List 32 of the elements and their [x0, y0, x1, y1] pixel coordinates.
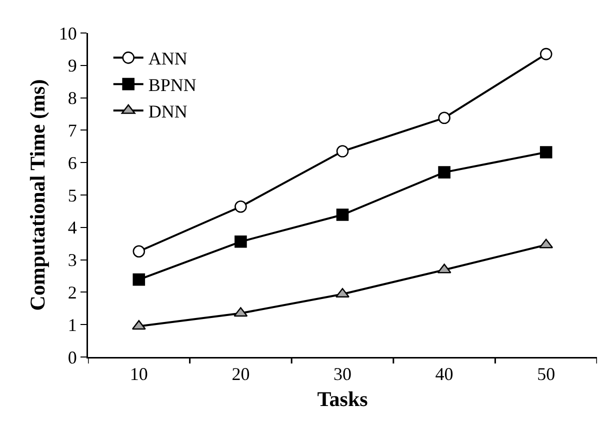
point [234, 236, 247, 248]
y-tick-label: 0 [68, 347, 77, 368]
y-tick-label: 1 [68, 314, 77, 335]
point [540, 48, 552, 60]
point [336, 145, 349, 158]
y-axis-title: Computational Time (ms) [25, 79, 50, 311]
x-axis-title: Tasks [317, 387, 368, 412]
y-tick-label: 2 [68, 282, 77, 302]
y-tick-label: 7 [68, 120, 77, 140]
y-tick-label: 3 [68, 250, 77, 270]
legend-label: ANN [148, 48, 188, 69]
y-tick-label: 5 [68, 185, 77, 206]
point [438, 112, 450, 124]
y-tick-label: 9 [68, 56, 77, 76]
x-tick-label: 50 [537, 364, 556, 384]
point [132, 273, 146, 286]
point [540, 146, 552, 158]
point [234, 200, 247, 213]
y-tick-label: 6 [68, 152, 77, 173]
point [438, 166, 450, 178]
x-tick-label: 10 [130, 364, 148, 384]
legend-label: DNN [148, 102, 188, 122]
point [132, 245, 146, 258]
y-tick-label: 4 [68, 218, 77, 238]
x-tick-label: 20 [232, 364, 250, 384]
x-tick-label: 30 [334, 364, 352, 384]
legend-label: BPNN [148, 75, 196, 96]
y-tick-label: 10 [58, 23, 77, 44]
point [336, 288, 350, 298]
y-tick-label: 8 [68, 88, 77, 108]
x-tick-label: 40 [435, 364, 454, 384]
point [336, 208, 349, 221]
